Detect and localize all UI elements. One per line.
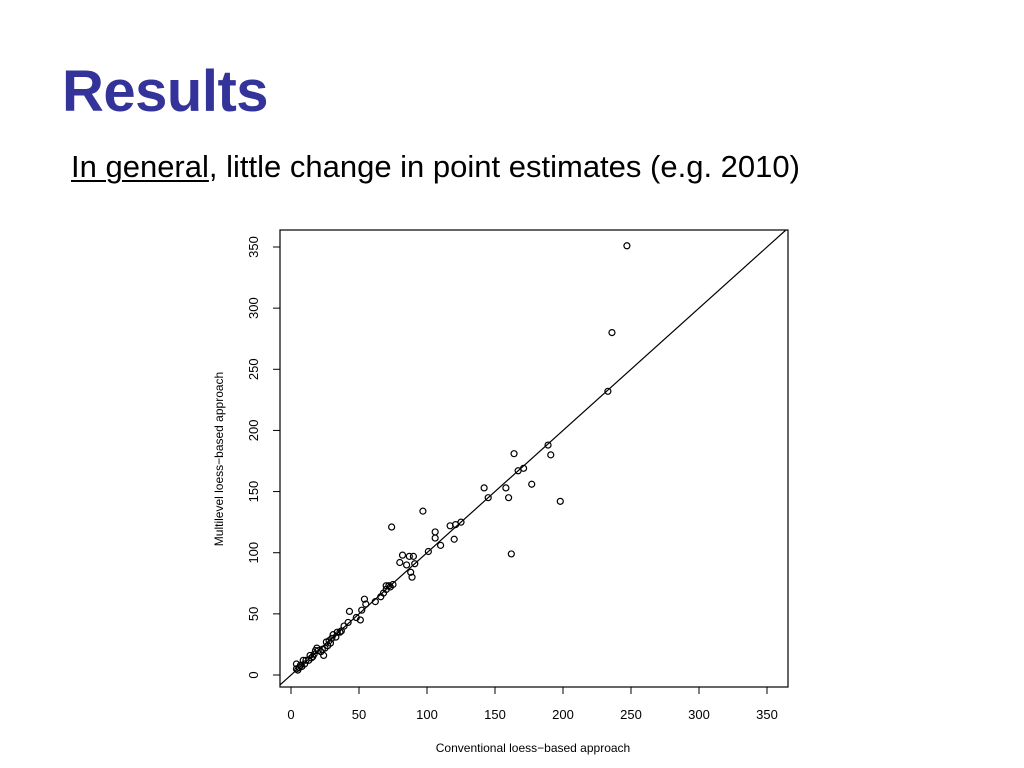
data-point — [292, 665, 301, 673]
y-axis-label: Multilevel loess−based approach — [212, 372, 226, 546]
data-point — [377, 593, 385, 601]
data-point — [502, 484, 510, 492]
data-point — [419, 507, 427, 515]
data-point — [360, 595, 369, 603]
data-point — [292, 660, 301, 668]
data-point — [309, 653, 317, 661]
data-point — [332, 633, 340, 641]
data-point — [362, 600, 370, 608]
data-point — [556, 497, 564, 505]
data-point — [484, 494, 492, 502]
data-point — [405, 552, 413, 560]
data-point — [505, 494, 513, 502]
data-point — [302, 656, 310, 664]
data-point — [352, 613, 360, 622]
data-point — [431, 528, 439, 536]
x-tick-label: 100 — [416, 707, 438, 722]
slide-subtitle: In general, little change in point estim… — [71, 149, 800, 185]
data-point — [510, 450, 518, 458]
data-point — [382, 582, 390, 590]
data-point — [371, 598, 379, 606]
data-points — [292, 242, 631, 674]
subtitle-emphasis: In general — [71, 149, 209, 184]
data-point — [604, 387, 612, 395]
data-point — [388, 523, 396, 531]
data-point — [450, 535, 458, 543]
x-tick-label: 200 — [552, 707, 574, 722]
x-tick-label: 350 — [756, 707, 778, 722]
data-point — [407, 568, 415, 576]
data-point — [411, 560, 419, 568]
data-point — [326, 639, 335, 647]
data-point — [358, 606, 366, 614]
data-point — [386, 583, 394, 591]
plot-frame — [279, 229, 789, 688]
data-point — [398, 551, 407, 559]
data-point — [396, 558, 404, 567]
data-point — [446, 522, 454, 530]
data-point — [608, 329, 616, 337]
y-tick-label: 0 — [246, 671, 261, 678]
x-axis: 0 50 100 150 200 250 300 350 — [287, 687, 778, 722]
data-point — [345, 607, 354, 616]
data-point — [544, 441, 552, 449]
x-tick-label: 50 — [352, 707, 366, 722]
data-point — [408, 573, 416, 581]
data-point — [318, 645, 326, 653]
y-tick-label: 100 — [246, 542, 261, 564]
data-point — [337, 627, 345, 635]
data-point — [480, 484, 488, 492]
x-tick-label: 250 — [620, 707, 642, 722]
data-point — [507, 550, 515, 558]
y-tick-label: 50 — [246, 607, 261, 621]
data-point — [528, 480, 536, 488]
data-point — [437, 541, 445, 549]
x-tick-label: 0 — [287, 707, 294, 722]
identity-line — [279, 229, 787, 686]
x-tick-label: 300 — [688, 707, 710, 722]
subtitle-text: , little change in point estimates (e.g.… — [208, 149, 800, 184]
data-point — [424, 547, 432, 556]
y-tick-label: 150 — [246, 481, 261, 503]
y-tick-label: 350 — [246, 236, 261, 258]
y-tick-label: 200 — [246, 420, 261, 442]
data-point — [514, 467, 522, 475]
data-point — [431, 534, 439, 542]
y-tick-label: 250 — [246, 358, 261, 380]
slide-title: Results — [62, 59, 269, 124]
data-point — [344, 618, 352, 627]
data-point — [409, 552, 417, 560]
x-tick-label: 150 — [484, 707, 506, 722]
data-point — [336, 628, 344, 636]
data-point — [547, 451, 555, 459]
data-point — [403, 561, 411, 569]
x-axis-label: Conventional loess−based approach — [436, 741, 630, 755]
data-point — [623, 242, 631, 250]
y-tick-label: 300 — [246, 297, 261, 319]
y-axis: 0 50 100 150 200 250 300 350 — [246, 236, 280, 679]
